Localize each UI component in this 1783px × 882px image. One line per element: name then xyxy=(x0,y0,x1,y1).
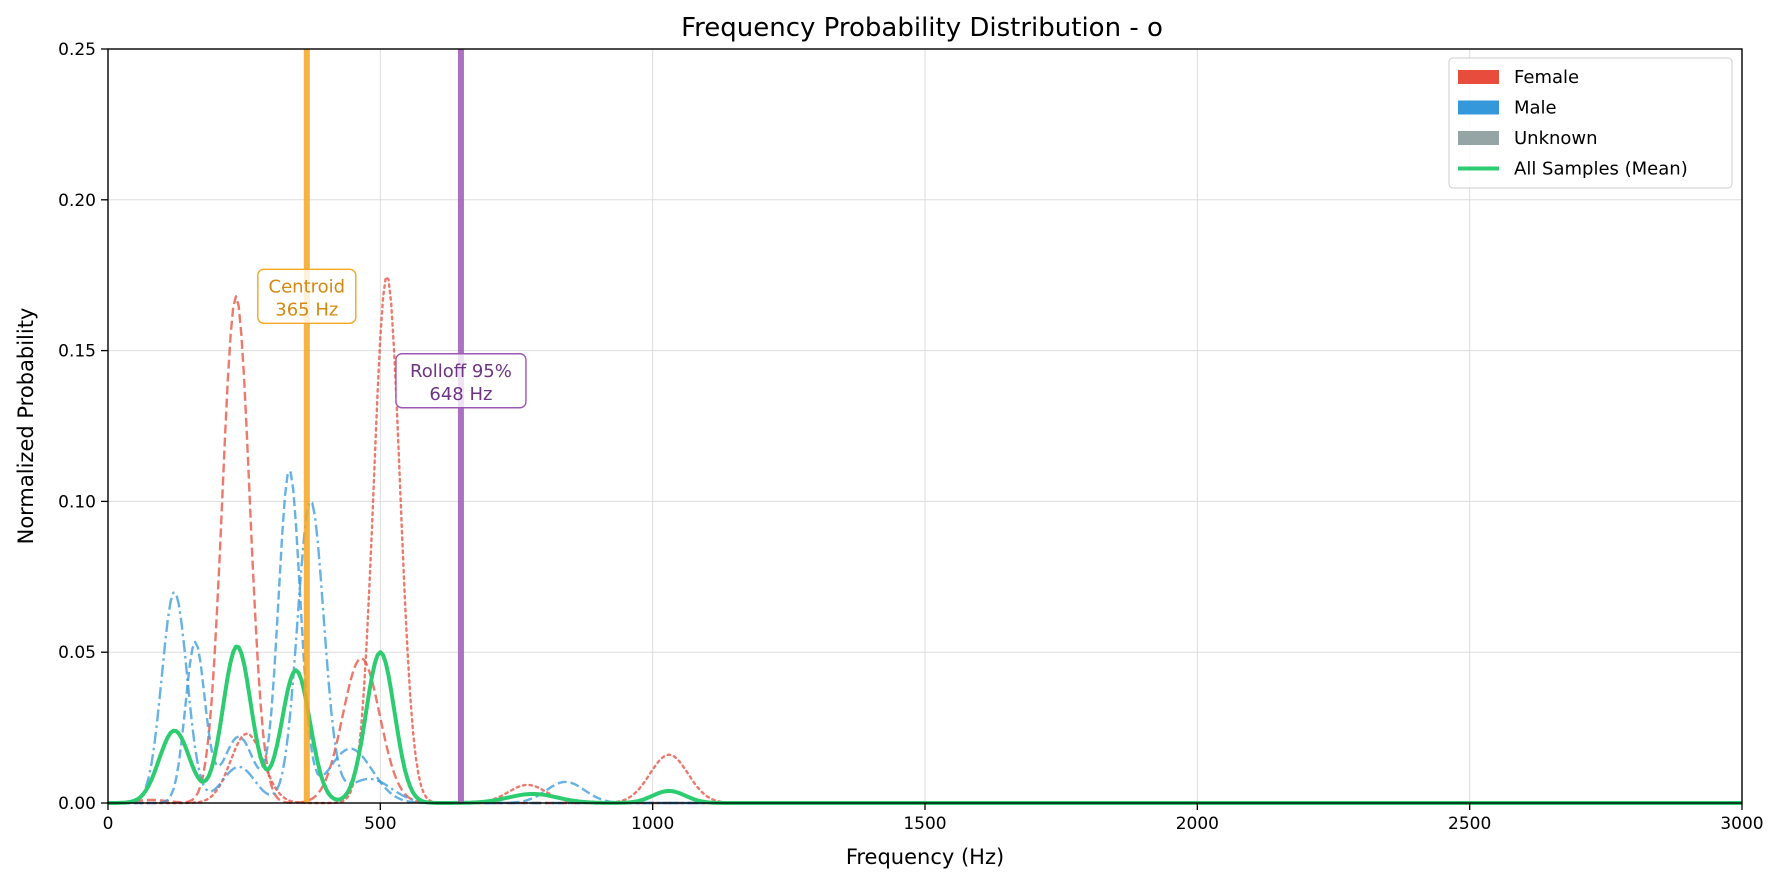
annotation-box xyxy=(395,353,527,409)
legend-label: Male xyxy=(1514,98,1557,119)
female-series-line xyxy=(106,275,1744,805)
y-axis-title: Normalized Probability xyxy=(14,308,38,545)
reference-line-annotation: Rolloff 95%648 Hz xyxy=(395,353,527,409)
legend-swatch xyxy=(1458,100,1499,115)
y-tick-label: 0.25 xyxy=(58,40,96,60)
axis-ticks: 0 500 1000 1500 2000 2500 3000 0.00 0.05 0.10 0.15… xyxy=(58,40,1763,834)
y-tick-label: 0.10 xyxy=(58,492,96,512)
annotation-label: Rolloff 95% xyxy=(410,361,512,382)
annotation-label: Centroid xyxy=(269,276,346,297)
x-tick-label: 2000 xyxy=(1176,814,1219,834)
reference-lines xyxy=(303,49,464,803)
x-tick-label: 3000 xyxy=(1720,814,1763,834)
annotation-value: 365 Hz xyxy=(275,299,338,320)
legend-swatch xyxy=(1458,131,1499,145)
chart-title: Frequency Probability Distribution - o xyxy=(681,13,1163,43)
x-tick-label: 2500 xyxy=(1448,814,1491,834)
legend: Female Male Unknown All Samples (Mean) xyxy=(1448,57,1733,189)
legend-swatch xyxy=(1458,70,1499,84)
x-tick-label: 1000 xyxy=(631,814,674,834)
legend-box xyxy=(1448,57,1733,189)
y-tick-label: 0.00 xyxy=(58,794,96,814)
x-axis-title: Frequency (Hz) xyxy=(846,845,1004,869)
legend-label: All Samples (Mean) xyxy=(1514,159,1688,180)
y-tick-label: 0.20 xyxy=(58,191,96,211)
annotation-box xyxy=(257,268,357,325)
legend-label: Female xyxy=(1514,67,1579,88)
annotation-value: 648 Hz xyxy=(429,384,492,405)
y-tick-label: 0.05 xyxy=(58,643,96,663)
x-tick-label: 1500 xyxy=(903,814,946,834)
y-tick-label: 0.15 xyxy=(58,342,96,362)
legend-label: Unknown xyxy=(1514,128,1598,149)
x-tick-label: 500 xyxy=(364,814,396,834)
x-tick-label: 0 xyxy=(103,814,114,834)
